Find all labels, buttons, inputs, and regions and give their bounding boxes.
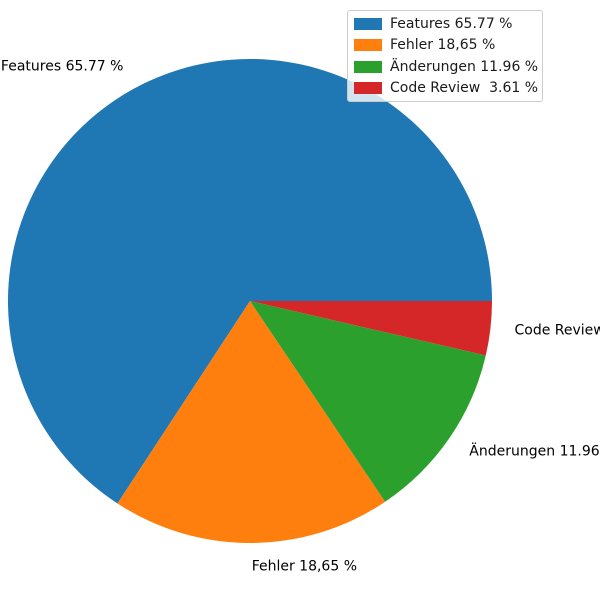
legend-label-anderungen: Änderungen 11.96 % <box>390 58 539 75</box>
legend: Features 65.77 % Fehler 18,65 % Änderungen… <box>347 10 543 102</box>
pie-label-code-review: Code Review 3.61 % <box>514 322 600 339</box>
legend-swatch-anderungen <box>354 60 382 73</box>
pie-label-fehler: Fehler 18,65 % <box>251 558 358 575</box>
pie-slice-code-review <box>250 301 492 356</box>
legend-swatch-features <box>354 17 382 30</box>
pie-label-anderungen: Änderungen 11.96 % <box>469 443 600 460</box>
legend-swatch-code-review <box>354 82 382 95</box>
legend-label-code-review: Code Review 3.61 % <box>390 80 539 97</box>
legend-row-anderungen: Änderungen 11.96 % <box>354 56 538 78</box>
pie-slice-anderungen <box>250 301 486 502</box>
pie-slice-fehler <box>117 301 386 544</box>
legend-label-fehler: Fehler 18,65 % <box>390 37 496 54</box>
pie-label-features: Features 65.77 % <box>0 58 124 75</box>
legend-swatch-fehler <box>354 39 382 52</box>
legend-row-code-review: Code Review 3.61 % <box>354 78 538 100</box>
legend-row-fehler: Fehler 18,65 % <box>354 35 534 57</box>
legend-label-features: Features 65.77 % <box>390 15 513 32</box>
pie-slice-features <box>7 59 492 504</box>
legend-row-features: Features 65.77 % <box>354 13 534 35</box>
